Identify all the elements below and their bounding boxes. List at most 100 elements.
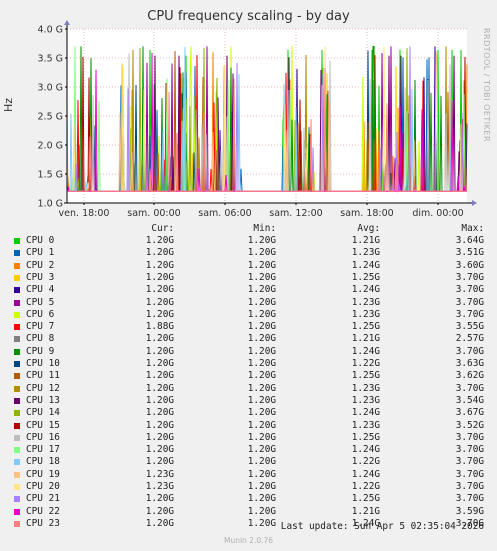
legend-swatch: [14, 471, 20, 478]
avg-value: 1.23G: [351, 308, 380, 320]
cpu-frequency-chart: 1.0 G 1.5 G 2.0 G 2.5 G 3.0 G 3.5 G 4.0 G ven. …: [38, 20, 477, 219]
header-cur: Cur:: [151, 223, 174, 234]
header-max: Max:: [461, 223, 484, 234]
series-name: CPU 0: [26, 235, 55, 246]
legend-row: CPU 23 1.20G 1.20G 1.24G 3.70G: [0, 518, 497, 530]
series-name: CPU 9: [26, 345, 55, 357]
avg-value: 1.24G: [351, 284, 380, 296]
series-line-cpu-23: [67, 68, 467, 192]
cur-value: 1.20G: [145, 333, 174, 345]
min-value: 1.20G: [247, 284, 276, 296]
series-name: CPU 3: [26, 271, 55, 283]
cur-value: 1.23G: [145, 468, 174, 480]
legend-row: CPU 7 1.88G 1.20G 1.25G 3.55G: [0, 321, 497, 333]
legend-row: CPU 14 1.20G 1.20G 1.24G 3.67G: [0, 407, 497, 419]
legend-swatch: [14, 508, 20, 515]
max-value: 3.70G: [455, 284, 484, 296]
cur-value: 1.20G: [145, 308, 174, 320]
legend-row: CPU 22 1.20G 1.20G 1.21G 3.59G: [0, 506, 497, 518]
series-name: CPU 15: [26, 419, 60, 431]
avg-value: 1.22G: [351, 358, 380, 369]
cur-value: 1.20G: [145, 456, 174, 468]
series-name: CPU 8: [26, 333, 55, 345]
y-tick-label: 3.5 G: [38, 54, 64, 65]
legend-row: CPU 8 1.20G 1.20G 1.21G 2.57G: [0, 333, 497, 345]
max-value: 3.70G: [455, 517, 484, 529]
cur-value: 1.23G: [145, 481, 174, 492]
x-tick-label: sam. 00:00: [127, 208, 180, 219]
max-value: 3.60G: [455, 259, 484, 271]
cur-value: 1.20G: [145, 382, 174, 394]
legend-row: CPU 10 1.20G 1.20G 1.22G 3.63G: [0, 358, 497, 370]
legend-row: CPU 20 1.23G 1.20G 1.22G 3.70G: [0, 481, 497, 493]
legend-swatch: [14, 397, 20, 404]
legend-swatch: [14, 496, 20, 503]
avg-value: 1.23G: [351, 419, 380, 431]
series-lines: [66, 45, 468, 193]
avg-value: 1.25G: [351, 271, 380, 283]
avg-value: 1.25G: [351, 370, 380, 382]
legend-swatch: [14, 348, 20, 355]
header-min: Min:: [253, 223, 276, 234]
max-value: 3.70G: [455, 456, 484, 468]
min-value: 1.20G: [247, 431, 276, 443]
cur-value: 1.20G: [145, 370, 174, 382]
y-tick-label: 2.5 G: [38, 112, 64, 123]
max-value: 3.70G: [455, 493, 484, 505]
series-name: CPU 17: [26, 444, 60, 456]
cur-value: 1.20G: [145, 431, 174, 443]
legend-swatch: [14, 484, 20, 490]
min-value: 1.20G: [247, 394, 276, 406]
legend-row: CPU 21 1.20G 1.20G 1.25G 3.70G: [0, 493, 497, 505]
legend-swatch: [14, 311, 20, 318]
legend-row: CPU 15 1.20G 1.20G 1.23G 3.52G: [0, 420, 497, 432]
legend-row: CPU 11 1.20G 1.20G 1.25G 3.62G: [0, 370, 497, 382]
legend-swatch: [14, 361, 20, 367]
legend-header: Cur: Min: Avg: Max:: [0, 223, 497, 235]
min-value: 1.20G: [247, 493, 276, 505]
avg-value: 1.23G: [351, 382, 380, 394]
series-name: CPU 23: [26, 517, 60, 529]
avg-value: 1.23G: [351, 394, 380, 406]
cur-value: 1.20G: [145, 345, 174, 357]
max-value: 3.67G: [455, 407, 484, 419]
min-value: 1.20G: [247, 382, 276, 394]
legend-swatch: [14, 274, 20, 281]
max-value: 3.51G: [455, 247, 484, 259]
legend-swatch: [14, 262, 20, 269]
cur-value: 1.20G: [145, 505, 174, 517]
x-tick-label: dim. 00:00: [412, 208, 463, 219]
legend-swatch: [14, 410, 20, 417]
cur-value: 1.20G: [145, 517, 174, 529]
legend-row: CPU 4 1.20G 1.20G 1.24G 3.70G: [0, 284, 497, 296]
cur-value: 1.20G: [145, 407, 174, 419]
avg-value: 1.24G: [351, 444, 380, 456]
legend-row: CPU 12 1.20G 1.20G 1.23G 3.70G: [0, 383, 497, 395]
series-name: CPU 6: [26, 308, 55, 320]
max-value: 3.55G: [455, 321, 484, 333]
min-value: 1.20G: [247, 247, 276, 259]
series-name: CPU 20: [26, 481, 60, 492]
cur-value: 1.20G: [145, 493, 174, 505]
legend-swatch: [14, 238, 20, 244]
cur-value: 1.20G: [145, 259, 174, 271]
min-value: 1.20G: [247, 235, 276, 246]
legend-swatch: [14, 324, 20, 331]
cur-value: 1.20G: [145, 419, 174, 431]
legend-row: CPU 0 1.20G 1.20G 1.21G 3.64G: [0, 235, 497, 247]
legend-swatch: [14, 422, 20, 429]
legend-swatch: [14, 250, 20, 257]
legend-row: CPU 13 1.20G 1.20G 1.23G 3.54G: [0, 395, 497, 407]
min-value: 1.20G: [247, 468, 276, 480]
min-value: 1.20G: [247, 271, 276, 283]
max-value: 3.52G: [455, 419, 484, 431]
legend-row: CPU 3 1.20G 1.20G 1.25G 3.70G: [0, 272, 497, 284]
series-name: CPU 21: [26, 493, 60, 505]
chart-title: CPU frequency scaling - by day: [147, 9, 350, 24]
legend-row: CPU 6 1.20G 1.20G 1.23G 3.70G: [0, 309, 497, 321]
cur-value: 1.20G: [145, 444, 174, 456]
min-value: 1.20G: [247, 259, 276, 271]
x-tick-label: ven. 18:00: [59, 208, 110, 219]
max-value: 3.54G: [455, 394, 484, 406]
cur-value: 1.20G: [145, 296, 174, 308]
